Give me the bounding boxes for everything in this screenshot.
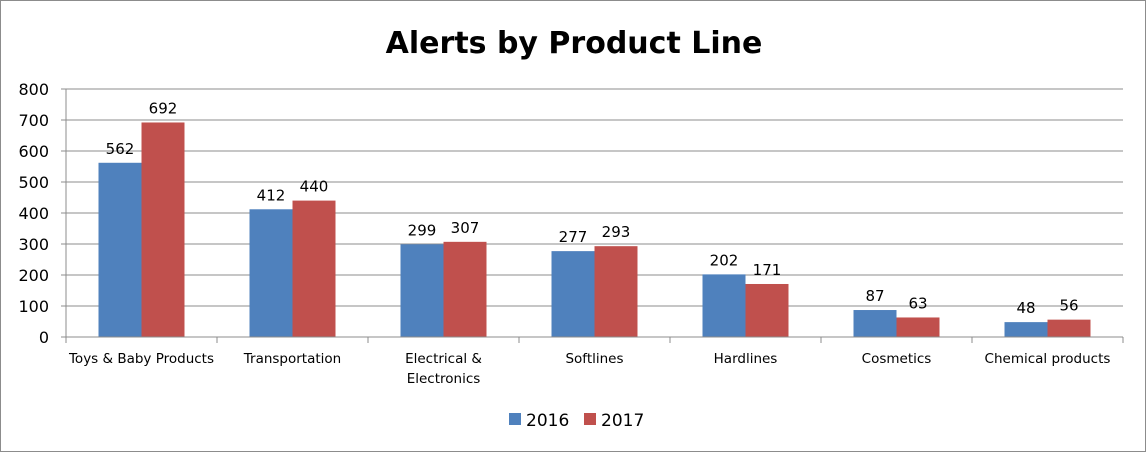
legend-swatch-2017 (584, 413, 596, 425)
y-tick-label: 700 (18, 111, 49, 130)
y-tick-label: 800 (18, 80, 49, 99)
bar-2017 (896, 317, 940, 337)
data-label: 299 (408, 221, 437, 239)
x-category-label: Softlines (565, 351, 623, 367)
bar-2017 (141, 122, 185, 337)
data-label: 63 (908, 294, 927, 312)
bar-2016 (98, 162, 142, 337)
legend-swatch-2016 (509, 413, 521, 425)
y-tick-label: 500 (18, 173, 49, 192)
x-category-label: Cosmetics (862, 351, 932, 367)
data-label: 692 (149, 99, 178, 117)
y-tick-label: 600 (18, 142, 49, 161)
y-tick-label: 200 (18, 266, 49, 285)
bars (98, 122, 1091, 337)
bar-2017 (594, 246, 638, 337)
bar-2016 (400, 244, 444, 337)
bar-2016 (853, 310, 897, 337)
chart-title: Alerts by Product Line (386, 26, 763, 61)
legend-label: 2017 (601, 411, 644, 431)
bar-2016 (551, 251, 595, 337)
data-label: 87 (865, 287, 884, 305)
data-label: 562 (106, 140, 135, 158)
legend: 2016 2017 (509, 411, 644, 431)
data-labels: 562 692 412 440 299 307 277 293 202 171 87 63 48 56 (106, 99, 1079, 317)
data-label: 202 (710, 251, 739, 269)
data-label: 56 (1059, 297, 1078, 315)
bar-2016 (249, 209, 293, 337)
x-category-label: Toys & Baby Products (68, 351, 214, 367)
bar-2017 (292, 200, 336, 337)
data-label: 412 (257, 186, 286, 204)
x-category-label: Chemical products (985, 351, 1111, 367)
x-category-label: Transportation (243, 351, 341, 367)
x-category-label: Electronics (407, 371, 481, 387)
y-tick-label: 0 (39, 328, 49, 347)
x-axis-categories: Toys & Baby Products Transportation Electr… (68, 351, 1110, 387)
y-tick-label: 300 (18, 235, 49, 254)
bar-2016 (702, 274, 746, 337)
y-axis-ticks: 0 100 200 300 400 500 600 700 800 (18, 80, 66, 347)
bar-2017 (1047, 319, 1091, 337)
bar-2017 (443, 241, 487, 337)
y-tick-label: 400 (18, 204, 49, 223)
x-category-label: Electrical & (405, 351, 482, 367)
bar-2017 (745, 283, 789, 337)
data-label: 171 (753, 261, 782, 279)
y-tick-label: 100 (18, 297, 49, 316)
bar-2016 (1004, 322, 1048, 337)
data-label: 277 (559, 228, 588, 246)
gridlines (66, 88, 1123, 307)
data-label: 48 (1016, 299, 1035, 317)
data-label: 440 (300, 178, 329, 196)
data-label: 293 (602, 223, 631, 241)
data-label: 307 (451, 219, 480, 237)
x-category-label: Hardlines (714, 351, 778, 367)
legend-label: 2016 (526, 411, 569, 431)
axes (65, 89, 1124, 343)
